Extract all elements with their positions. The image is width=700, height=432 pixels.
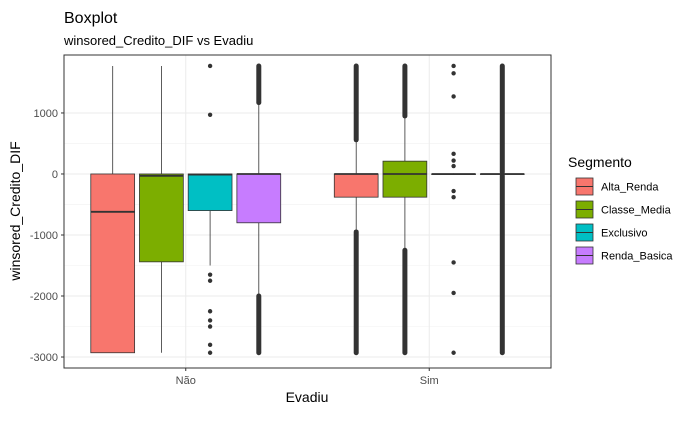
legend-label: Exclusivo [601, 228, 647, 240]
legend-label: Classe_Media [601, 205, 672, 217]
boxes-layer [90, 63, 525, 356]
chart-title: Boxplot [64, 10, 118, 27]
box-body [90, 173, 136, 354]
box-body [139, 173, 184, 263]
box-Exclusivo-Não [187, 63, 233, 355]
outlier-point [451, 158, 456, 163]
outlier-point [451, 71, 456, 76]
outlier-point [451, 290, 456, 296]
outlier-point [451, 163, 456, 169]
box-Alta_Renda-Não [90, 65, 136, 354]
outlier-point [207, 278, 213, 283]
x-axis-title: Evadiu [286, 389, 329, 405]
box-body [333, 173, 379, 198]
plot-border [63, 54, 552, 369]
outlier-point [451, 151, 456, 157]
outlier-point [207, 112, 213, 117]
x-axis: Não Sim [176, 368, 439, 387]
outlier-point [451, 260, 456, 265]
legend: Segmento Alta_Renda Classe_Media Exclusivo… [568, 154, 673, 265]
outlier-point [451, 194, 456, 200]
legend-label: Alta_Renda [601, 182, 659, 194]
x-tick-label: Sim [420, 375, 439, 387]
box-Renda_Basica-Não [236, 63, 282, 356]
plot-panel [64, 55, 551, 368]
box-Classe_Media-Sim [382, 63, 428, 356]
outlier-point [451, 188, 456, 194]
outlier-point [207, 350, 213, 355]
chart-subtitle: winsored_Credito_DIF vs Evadiu [63, 33, 253, 48]
box-body [382, 160, 428, 198]
outlier-point [451, 94, 456, 99]
y-tick-label: -1000 [30, 230, 58, 242]
box-Exclusivo-Sim [431, 63, 476, 355]
box-body [236, 173, 282, 224]
box-Classe_Media-Não [139, 65, 184, 353]
y-tick-label: 0 [52, 169, 58, 181]
x-tick-label: Não [176, 375, 196, 387]
box-Renda_Basica-Sim [479, 63, 525, 356]
legend-title: Segmento [568, 154, 632, 170]
legend-label: Renda_Basica [601, 251, 673, 263]
outlier-point [207, 324, 213, 329]
y-tick-label: -3000 [30, 352, 58, 364]
outlier-point [207, 63, 213, 69]
outlier-point [207, 309, 213, 314]
y-axis: -3000 -2000 -1000 0 1000 [30, 108, 64, 364]
box-Alta_Renda-Sim [333, 63, 379, 356]
outlier-point [451, 63, 456, 69]
outlier-point [207, 318, 213, 323]
outlier-point [451, 350, 456, 355]
y-tick-label: 1000 [34, 108, 58, 120]
y-axis-title: winsored_Credito_DIF [7, 141, 23, 281]
box-body [187, 173, 233, 211]
outlier-point [207, 342, 213, 348]
outlier-point [207, 272, 213, 277]
y-tick-label: -2000 [30, 291, 58, 303]
